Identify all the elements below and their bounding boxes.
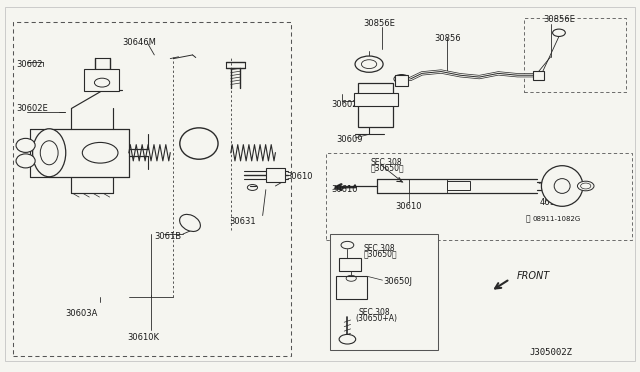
Bar (84, 68, 119, 91)
Text: 30602+A: 30602+A (332, 100, 371, 109)
Bar (330, 234, 438, 350)
Ellipse shape (554, 179, 570, 193)
Text: 30856E: 30856E (543, 15, 575, 24)
Text: 30631: 30631 (230, 217, 256, 225)
Text: 30603A: 30603A (65, 309, 97, 318)
Ellipse shape (541, 166, 583, 206)
Bar (533, 71, 544, 80)
Text: 30856E: 30856E (364, 19, 396, 28)
Text: 30610: 30610 (332, 185, 358, 194)
Text: 30646M: 30646M (122, 38, 156, 46)
Bar (266, 167, 285, 182)
Text: 46127: 46127 (540, 198, 566, 207)
Text: SEC.308: SEC.308 (358, 308, 390, 317)
Circle shape (339, 334, 356, 344)
Text: SEC.308: SEC.308 (371, 157, 403, 167)
Text: 30610: 30610 (286, 172, 313, 181)
Text: FRONT: FRONT (516, 272, 550, 282)
Text: 30602: 30602 (16, 60, 42, 69)
Circle shape (577, 181, 594, 191)
Bar (358, 83, 394, 127)
Circle shape (355, 56, 383, 72)
Text: 30609: 30609 (336, 135, 362, 144)
Text: 08911-1082G: 08911-1082G (533, 216, 581, 222)
Ellipse shape (180, 128, 218, 159)
Text: 〃30650〄: 〃30650〄 (371, 164, 404, 173)
Text: 30650J: 30650J (384, 278, 413, 286)
Text: J305002Z: J305002Z (529, 349, 572, 357)
Bar (326, 153, 632, 240)
Text: 30602E: 30602E (16, 104, 48, 113)
Bar (395, 75, 408, 86)
Text: 30856: 30856 (435, 34, 461, 43)
Text: 〃30650〄: 〃30650〄 (364, 250, 397, 259)
Bar (447, 181, 470, 190)
Ellipse shape (16, 138, 35, 153)
Bar (354, 93, 398, 106)
Text: Ⓢ: Ⓢ (525, 214, 531, 223)
Bar (339, 258, 362, 271)
Ellipse shape (33, 129, 66, 177)
Ellipse shape (40, 141, 58, 165)
Bar (13, 22, 291, 356)
Text: 30610K: 30610K (127, 333, 159, 342)
Text: SEC.308: SEC.308 (364, 244, 395, 253)
Text: 3061B: 3061B (154, 232, 182, 241)
Ellipse shape (180, 214, 200, 231)
Bar (524, 18, 626, 92)
Bar (336, 276, 367, 299)
Text: (30650+A): (30650+A) (355, 314, 397, 323)
Circle shape (552, 29, 565, 36)
Text: 30610: 30610 (395, 202, 422, 211)
Ellipse shape (16, 154, 35, 168)
